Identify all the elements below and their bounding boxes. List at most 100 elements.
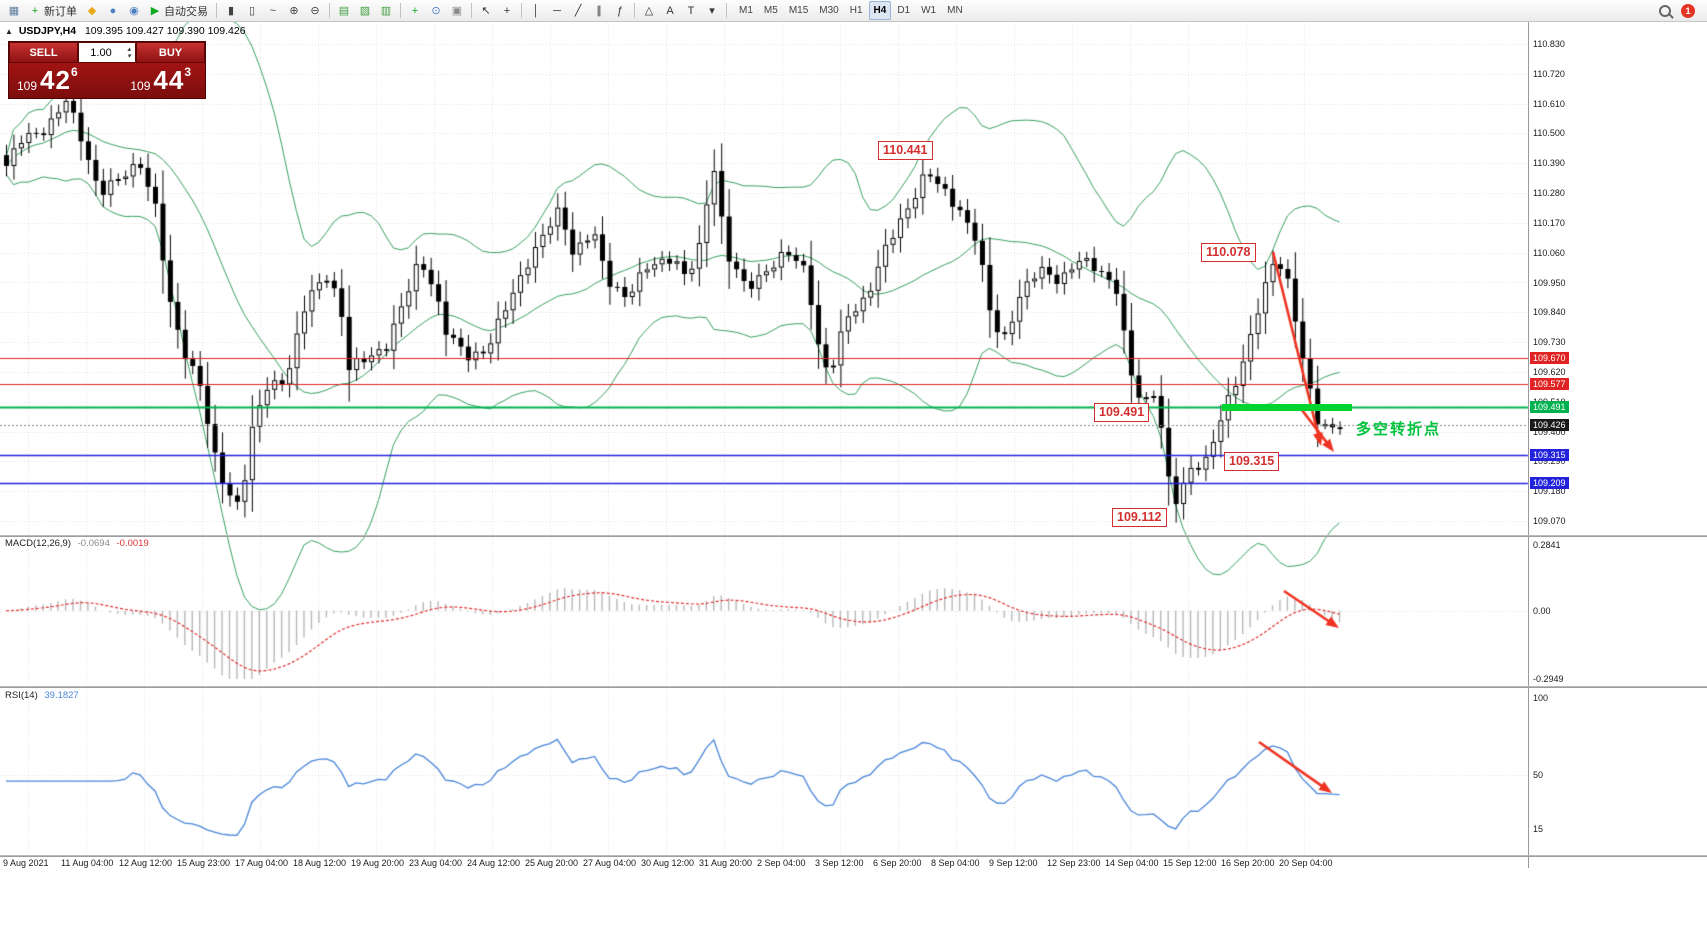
templates-button[interactable]: ▣	[447, 1, 467, 21]
zoom-in-button[interactable]: ⊕	[284, 1, 304, 21]
price-flag[interactable]: 109.315	[1224, 452, 1280, 471]
buy-price-main: 44	[153, 65, 185, 95]
search-public-button[interactable]: ◉	[124, 1, 144, 21]
sell-price[interactable]: 109 42 6	[9, 63, 100, 98]
channel-icon: ∥	[596, 4, 602, 17]
search-public-icon: ◉	[129, 4, 139, 17]
timeframe-mn[interactable]: MN	[947, 5, 963, 16]
vertical-line-icon: │	[532, 4, 540, 17]
main-macd-splitter[interactable]	[0, 535, 1707, 537]
timeframe-m1[interactable]: M1	[739, 5, 753, 16]
price-flag[interactable]: 110.078	[1201, 243, 1256, 262]
macd-title: MACD(12,26,9)	[5, 538, 71, 549]
price-axis-tick: 109.950	[1533, 277, 1566, 288]
price-axis-tag: 109.315	[1530, 448, 1569, 461]
price-axis-tag: 109.670	[1530, 352, 1569, 365]
trendline-button[interactable]: ╱	[568, 1, 588, 21]
indicators-button[interactable]: +	[405, 1, 425, 21]
rsi-axis-tick: 100	[1533, 693, 1549, 703]
support-zone-highlight[interactable]	[1222, 403, 1352, 411]
price-flag[interactable]: 110.441	[878, 141, 933, 160]
volume-up-icon[interactable]: ▴	[127, 45, 131, 53]
rsi-time-splitter[interactable]	[0, 855, 1707, 857]
time-axis-label: 17 Aug 04:00	[235, 858, 289, 868]
bars-mode-button[interactable]: ▮	[221, 1, 241, 21]
price-axis-tick: 110.610	[1533, 98, 1565, 109]
macd-rsi-splitter[interactable]	[0, 686, 1707, 688]
text-button[interactable]: A	[660, 1, 680, 21]
time-axis-label: 24 Aug 12:00	[467, 858, 521, 868]
timeframe-m5[interactable]: M5	[763, 5, 778, 16]
sell-price-prefix: 109	[17, 79, 38, 93]
shapes-button[interactable]: △	[639, 1, 659, 21]
crosshair-button[interactable]: +	[497, 1, 517, 21]
price-axis-tag: 109.209	[1530, 477, 1569, 490]
timeframe-w1[interactable]: W1	[921, 5, 937, 16]
text-label-icon: T	[687, 4, 695, 17]
arrange-windows-button[interactable]: ▥	[376, 1, 396, 21]
collapse-panel-icon[interactable]: ▲	[5, 27, 13, 36]
cascade-windows-button[interactable]: ▧	[355, 1, 375, 21]
arrows-tool-icon: ▾	[709, 4, 715, 17]
horizontal-line-button[interactable]: ─	[547, 1, 567, 21]
period-button[interactable]: ⊙	[426, 1, 446, 21]
one-click-trading-panel: SELL 1.00 ▴ ▾ BUY 109 42 6 109 44 3	[8, 41, 206, 99]
timeframe-h1[interactable]: H1	[849, 5, 863, 16]
volume-stepper[interactable]: ▴ ▾	[123, 46, 135, 60]
new-chart-button[interactable]: ▦	[4, 1, 24, 21]
line-mode-button[interactable]: ~	[263, 1, 283, 21]
indicators-icon: +	[411, 4, 419, 17]
new-order-button[interactable]: + 新订单	[25, 1, 81, 21]
annotation-text[interactable]: 多空转折点	[1356, 421, 1442, 438]
timeframe-m15[interactable]: M15	[788, 5, 809, 16]
toolbar-separator	[216, 3, 217, 18]
volume-down-icon[interactable]: ▾	[127, 52, 131, 60]
toolbar-right: 1	[1659, 3, 1703, 18]
search-icon[interactable]	[1659, 4, 1671, 17]
candles-mode-button[interactable]: ▯	[242, 1, 262, 21]
fibonacci-button[interactable]: ƒ	[610, 1, 630, 21]
price-axis-tag: 109.426	[1530, 418, 1569, 431]
tile-windows-icon: ▤	[338, 4, 350, 17]
cursor-icon: ↖	[481, 4, 491, 17]
text-label-button[interactable]: T	[681, 1, 701, 21]
fibonacci-icon: ƒ	[616, 4, 624, 17]
volume-control[interactable]: 1.00 ▴ ▾	[78, 42, 136, 63]
vertical-line-button[interactable]: │	[526, 1, 546, 21]
candles-mode-icon: ▯	[248, 4, 256, 17]
zoom-out-button[interactable]: ⊖	[305, 1, 325, 21]
sell-button[interactable]: SELL	[9, 42, 78, 63]
timeframe-d1[interactable]: D1	[897, 5, 911, 16]
autotrading-button-label: 自动交易	[164, 5, 208, 18]
trendline-icon: ╱	[574, 4, 582, 17]
community-button[interactable]: ●	[103, 1, 123, 21]
price-flag[interactable]: 109.491	[1094, 403, 1150, 422]
time-axis-label: 9 Sep 12:00	[989, 858, 1038, 868]
time-axis-label: 15 Sep 12:00	[1163, 858, 1217, 868]
price-axis-tick: 110.830	[1533, 39, 1565, 49]
templates-icon: ▣	[451, 4, 463, 17]
toolbar-buttons: ▦ + 新订单 ◆ ● ◉ ▶ 自动交易 ▮ ▯ ~ ⊕ ⊖ ▤ ▧ ▥ + ⊙ ▣ ↖ + │ ─ ╱ ∥ ƒ △ A T ▾	[4, 1, 730, 21]
cursor-button[interactable]: ↖	[476, 1, 496, 21]
volume-input[interactable]: 1.00	[90, 46, 112, 59]
toolbar-separator	[400, 3, 401, 18]
autotrading-button[interactable]: ▶ 自动交易	[145, 1, 212, 21]
tile-windows-button[interactable]: ▤	[334, 1, 354, 21]
macd-main-value: -0.0694	[77, 538, 110, 549]
buy-price[interactable]: 109 44 3	[100, 63, 205, 98]
toolbar-separator	[634, 3, 635, 18]
price-flag[interactable]: 109.112	[1112, 508, 1167, 527]
mql5-icon: ◆	[87, 4, 97, 17]
channel-button[interactable]: ∥	[589, 1, 609, 21]
time-axis-label: 23 Aug 04:00	[409, 858, 463, 868]
buy-button[interactable]: BUY	[136, 42, 205, 63]
timeframe-m30[interactable]: M30	[819, 5, 839, 16]
community-icon: ●	[109, 4, 117, 17]
timeframe-h4[interactable]: H4	[868, 1, 892, 20]
line-mode-icon: ~	[269, 4, 277, 17]
time-axis-label: 27 Aug 04:00	[583, 858, 637, 868]
notification-badge[interactable]: 1	[1681, 3, 1695, 18]
mql5-button[interactable]: ◆	[82, 1, 102, 21]
arrows-tool-button[interactable]: ▾	[702, 1, 722, 21]
